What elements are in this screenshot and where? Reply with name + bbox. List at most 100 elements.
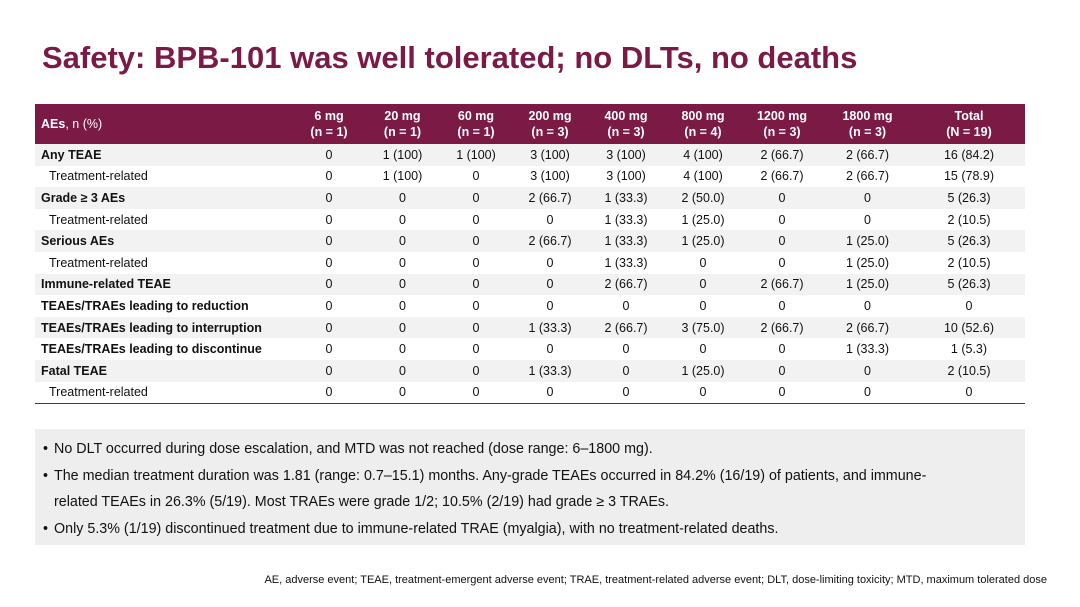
- table-row: Fatal TEAE 0 0 0 1 (33.3) 0 1 (25.0) 0 0 2 (10.5): [35, 359, 1025, 382]
- row-label: Grade ≥ 3 AEs: [35, 187, 293, 209]
- page-title: Safety: BPB-101 was well tolerated; no D…: [42, 40, 858, 75]
- table-cell: 0: [365, 251, 440, 274]
- bullet-2: • The median treatment duration was 1.81 …: [43, 463, 1015, 516]
- table-cell: 0: [293, 295, 365, 317]
- table-cell: 15 (78.9): [913, 165, 1025, 188]
- table-cell: 0: [440, 165, 512, 188]
- table-cell: 0: [742, 251, 822, 274]
- table-cell: 0: [440, 338, 512, 360]
- table-cell: 0: [822, 381, 913, 405]
- row-label: TEAEs/TRAEs leading to interruption: [35, 316, 293, 339]
- table-cell: 0: [293, 381, 365, 405]
- table-cell: 0: [822, 359, 913, 382]
- header-col-6: 1200 mg (n = 3): [742, 104, 822, 144]
- row-label: Treatment-related: [35, 251, 293, 274]
- table-cell: 4 (100): [664, 165, 742, 188]
- table-cell: 0: [440, 251, 512, 274]
- header-ae-label: AEs, n (%): [35, 104, 293, 144]
- table-cell: 0: [512, 208, 588, 231]
- table-cell: 0: [440, 208, 512, 231]
- table-cell: 2 (66.7): [512, 230, 588, 252]
- table-cell: 0: [742, 359, 822, 382]
- table-cell: 0: [742, 295, 822, 317]
- table-cell: 1 (25.0): [822, 251, 913, 274]
- table-cell: 0: [822, 208, 913, 231]
- table-cell: 0: [742, 230, 822, 252]
- table-cell: 0: [742, 187, 822, 209]
- safety-table: AEs, n (%) 6 mg (n = 1) 20 mg (n = 1) 60 mg(…: [35, 104, 1025, 405]
- table-row: Treatment-related 0 1 (100) 0 3 (100) 3 (100)…: [35, 165, 1025, 188]
- table-cell: 0: [293, 251, 365, 274]
- row-label: Treatment-related: [35, 165, 293, 188]
- table-cell: 0: [664, 251, 742, 274]
- table-row: Serious AEs 0 0 0 2 (66.7) 1 (33.3) 1 (25.0) 0 1…: [35, 230, 1025, 252]
- header-col-7: 1800 mg (n = 3): [822, 104, 913, 144]
- bullet-2-text-line1: The median treatment duration was 1.81 (…: [54, 467, 927, 484]
- table-row: TEAEs/TRAEs leading to interruption 0 0 0 1 …: [35, 316, 1025, 339]
- table-cell: 1 (33.3): [588, 230, 664, 252]
- table-cell: 0: [293, 187, 365, 209]
- table-cell: 0: [293, 230, 365, 252]
- table-cell: 5 (26.3): [913, 230, 1025, 252]
- safety-table-container: AEs, n (%) 6 mg (n = 1) 20 mg (n = 1) 60 mg(…: [35, 104, 1025, 405]
- table-cell: 0: [293, 316, 365, 339]
- table-cell: 1 (33.3): [512, 359, 588, 382]
- table-cell: 1 (25.0): [664, 230, 742, 252]
- table-cell: 2 (10.5): [913, 208, 1025, 231]
- table-cell: 0: [440, 230, 512, 252]
- table-cell: 0: [440, 359, 512, 382]
- table-cell: 0: [293, 165, 365, 188]
- header-col-4: 400 mg (n = 3): [588, 104, 664, 144]
- table-row: Grade ≥ 3 AEs 0 0 0 2 (66.7) 1 (33.3) 2 (50.0)…: [35, 187, 1025, 209]
- row-label: Fatal TEAE: [35, 359, 293, 382]
- header-col-8: Total (N = 19): [913, 104, 1025, 144]
- table-cell: 2 (66.7): [588, 316, 664, 339]
- table-cell: 0: [822, 187, 913, 209]
- table-cell: 2 (66.7): [822, 316, 913, 339]
- bullet-3: • Only 5.3% (1/19) discontinued treatment…: [43, 520, 779, 537]
- table-cell: 1 (33.3): [588, 251, 664, 274]
- bullet-3-text: Only 5.3% (1/19) discontinued treatment …: [54, 520, 779, 537]
- table-cell: 1 (100): [365, 144, 440, 166]
- table-cell: 2 (66.7): [822, 144, 913, 166]
- table-cell: 0: [365, 295, 440, 317]
- table-cell: 0: [664, 295, 742, 317]
- bullet-1-text: No DLT occurred during dose escalation, …: [54, 441, 653, 457]
- table-cell: 3 (100): [588, 144, 664, 166]
- table-cell: 16 (84.2): [913, 144, 1025, 166]
- table-cell: 0: [293, 338, 365, 360]
- table-cell: 0: [293, 144, 365, 166]
- table-cell: 0: [913, 295, 1025, 317]
- table-cell: 2 (66.7): [742, 316, 822, 339]
- table-cell: 0: [293, 208, 365, 231]
- bullet-2-text-line2: related TEAEs in 26.3% (5/19). Most TRAE…: [54, 494, 669, 510]
- table-cell: 2 (50.0): [664, 187, 742, 209]
- table-cell: 0: [822, 295, 913, 317]
- table-cell: 0: [588, 381, 664, 405]
- table-row: TEAEs/TRAEs leading to discontinue 0 0 0 0 0 0…: [35, 338, 1025, 360]
- header-col-1: 20 mg (n = 1): [365, 104, 440, 144]
- table-cell: 0: [365, 208, 440, 231]
- table-cell: 0: [293, 359, 365, 382]
- row-label: Treatment-related: [35, 381, 293, 405]
- table-cell: 0: [512, 338, 588, 360]
- table-cell: 0: [913, 381, 1025, 405]
- table-cell: 1 (100): [365, 165, 440, 188]
- table-cell: 0: [742, 338, 822, 360]
- row-label: TEAEs/TRAEs leading to reduction: [35, 295, 293, 317]
- table-cell: 0: [664, 338, 742, 360]
- table-cell: 0: [588, 295, 664, 317]
- table-row: TEAEs/TRAEs leading to reduction 0 0 0 0 0 0 0 0…: [35, 295, 1025, 317]
- table-cell: 0: [742, 208, 822, 231]
- table-row: Treatment-related 0 0 0 0 0 0 0 0 0: [35, 381, 1025, 405]
- table-cell: 0: [365, 381, 440, 405]
- footnote: AE, adverse event; TEAE, treatment-emerg…: [264, 574, 1047, 586]
- table-cell: 2 (66.7): [742, 144, 822, 166]
- header-col-3: 200 mg (n = 3): [512, 104, 588, 144]
- table-cell: 0: [365, 230, 440, 252]
- header-col-5: 800 mg (n = 4): [664, 104, 742, 144]
- table-cell: 0: [293, 273, 365, 296]
- table-cell: 0: [742, 381, 822, 405]
- table-cell: 3 (100): [512, 144, 588, 166]
- table-cell: 0: [512, 273, 588, 296]
